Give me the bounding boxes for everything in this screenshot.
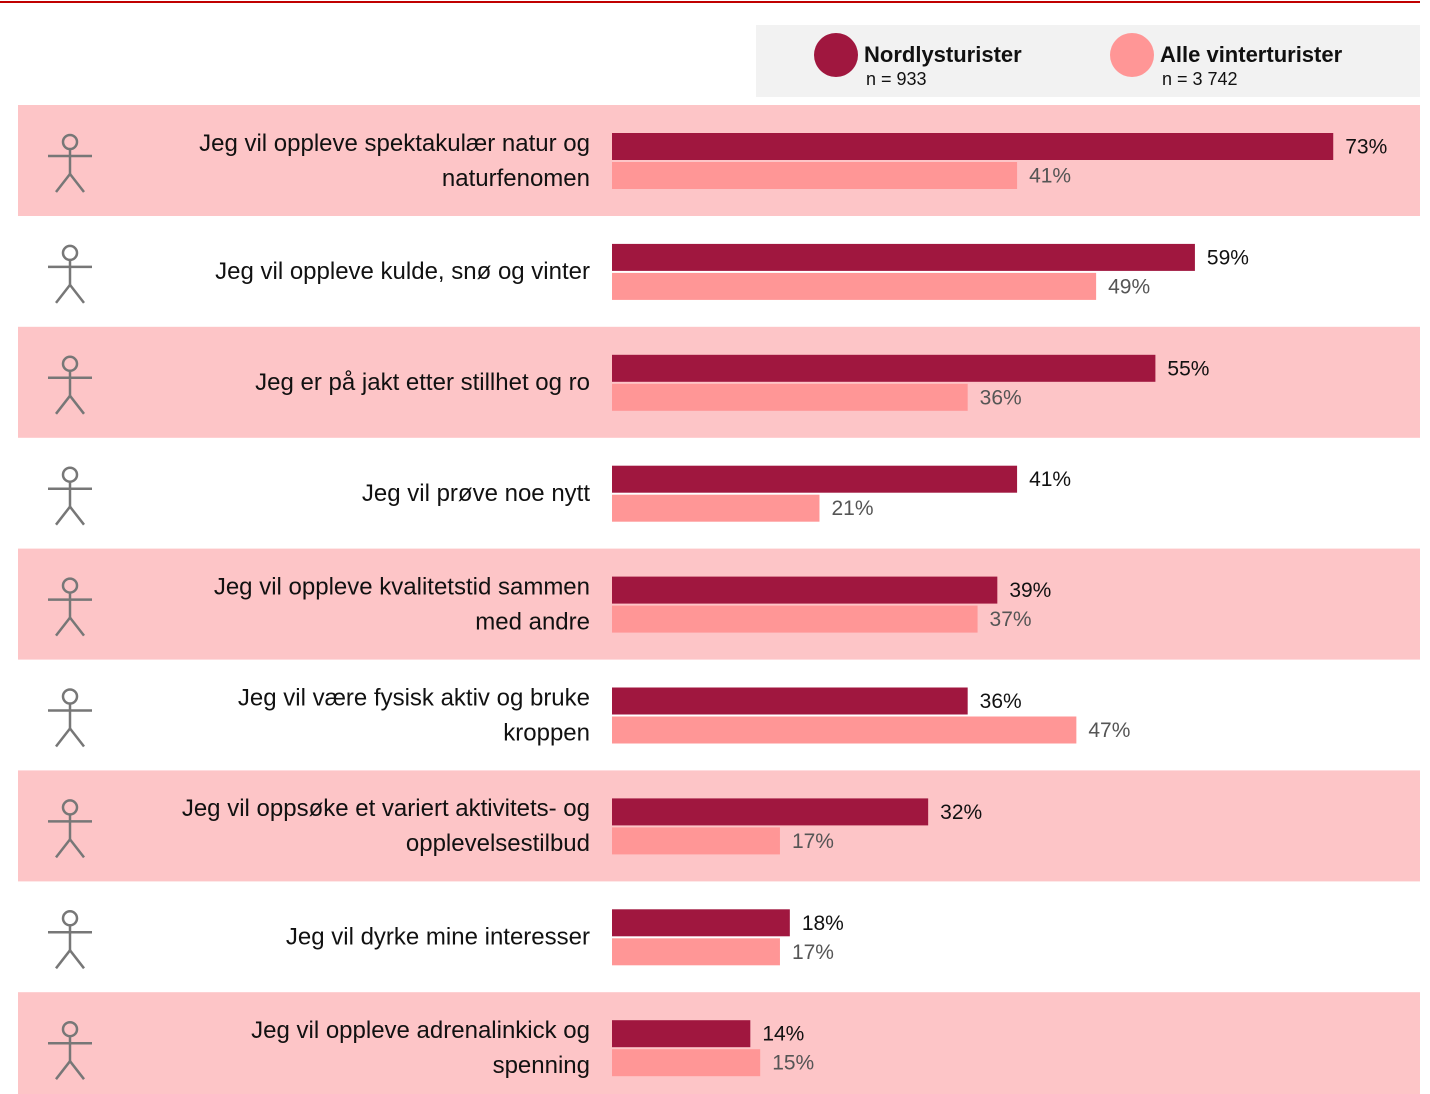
row-band: [18, 326, 1420, 438]
icon-part: [69, 395, 85, 415]
bar: [612, 1020, 751, 1048]
value-label: 17%: [792, 830, 834, 853]
icon-part: [61, 1020, 79, 1038]
value-label: 41%: [1029, 468, 1071, 491]
bar: [612, 494, 820, 522]
icon-part: [55, 505, 71, 526]
category-label: kroppen: [503, 719, 590, 746]
category-label: spenning: [493, 1052, 590, 1079]
row-icon: [48, 466, 92, 526]
category-label: Jeg vil oppleve kulde, snø og vinter: [215, 258, 590, 285]
value-label: 36%: [980, 690, 1022, 713]
category-label: Jeg vil oppleve adrenalinkick og: [251, 1017, 590, 1044]
value-label: 36%: [980, 386, 1022, 409]
value-label: 39%: [1009, 579, 1051, 602]
row-icon: [48, 577, 92, 637]
category-label: med andre: [475, 608, 590, 635]
row-band: [18, 770, 1420, 882]
icon-part: [61, 244, 79, 262]
bar: [612, 162, 1018, 189]
category-label: Jeg vil være fysisk aktiv og bruke: [238, 684, 590, 711]
row-band: [18, 105, 1420, 216]
row-icon: [48, 799, 92, 859]
row-icon: [48, 910, 92, 970]
bar: [612, 827, 780, 855]
legend-swatch: [1110, 33, 1154, 77]
icon-part: [69, 173, 85, 193]
value-label: 41%: [1029, 165, 1071, 188]
bar: [612, 716, 1077, 744]
icon-part: [69, 838, 85, 859]
icon-part: [55, 949, 71, 970]
category-label: Jeg vil oppleve kvalitetstid sammen: [214, 573, 590, 600]
icon-part: [61, 688, 79, 705]
icon-part: [55, 727, 71, 748]
icon-part: [55, 284, 71, 304]
category-label: Jeg vil oppsøke et variert aktivitets- o…: [182, 795, 590, 822]
icon-part: [61, 466, 79, 483]
value-label: 37%: [990, 608, 1032, 631]
bar: [612, 605, 978, 633]
value-label: 15%: [772, 1052, 814, 1075]
icon-part: [69, 616, 85, 637]
row-icon: [48, 133, 92, 193]
value-label: 32%: [940, 801, 982, 824]
legend-label: Nordlysturister: [864, 42, 1022, 67]
category-label: opplevelsestilbud: [406, 830, 590, 857]
icon-part: [55, 173, 71, 193]
icon-part: [55, 395, 71, 415]
value-label: 17%: [792, 941, 834, 964]
value-label: 55%: [1167, 357, 1209, 380]
icon-part: [69, 1060, 85, 1080]
bar: [612, 798, 929, 826]
icon-part: [61, 799, 79, 816]
icon-part: [55, 1060, 71, 1080]
legend-box: [756, 25, 1420, 97]
value-label: 59%: [1207, 246, 1249, 269]
legend-swatch: [814, 33, 858, 77]
row-icon: [48, 244, 92, 304]
icon-part: [69, 505, 85, 526]
bar: [612, 1049, 761, 1077]
value-label: 21%: [831, 497, 873, 520]
value-label: 14%: [762, 1023, 804, 1046]
icon-part: [61, 133, 79, 151]
icon-part: [61, 355, 79, 373]
bar: [612, 243, 1195, 271]
icon-part: [55, 838, 71, 859]
bar: [612, 465, 1018, 493]
row-icon: [48, 688, 92, 748]
bar: [612, 272, 1097, 300]
icon-part: [69, 727, 85, 748]
value-label: 73%: [1345, 136, 1387, 159]
row-band: [18, 548, 1420, 660]
category-label: Jeg vil prøve noe nytt: [362, 480, 590, 507]
value-label: 18%: [802, 912, 844, 935]
icon-part: [61, 910, 79, 927]
bar: [612, 909, 790, 937]
value-label: 49%: [1108, 275, 1150, 298]
legend-label: Alle vinterturister: [1160, 42, 1343, 67]
value-label: 47%: [1088, 719, 1130, 742]
category-label: Jeg er på jakt etter stillhet og ro: [255, 369, 590, 396]
row-icon: [48, 355, 92, 415]
bar: [612, 354, 1156, 382]
bar: [612, 133, 1334, 160]
category-label: Jeg vil dyrke mine interesser: [286, 924, 590, 951]
bar: [612, 938, 780, 966]
bar: [612, 576, 998, 604]
bar: [612, 383, 968, 411]
icon-part: [69, 284, 85, 304]
bar: [612, 687, 968, 715]
legend-n: n = 933: [866, 69, 927, 89]
category-label: Jeg vil oppleve spektakulær natur og: [199, 130, 590, 157]
row-icon: [48, 1020, 92, 1080]
icon-part: [55, 616, 71, 637]
legend-n: n = 3 742: [1162, 69, 1238, 89]
icon-part: [69, 949, 85, 970]
icon-part: [61, 577, 79, 594]
category-label: naturfenomen: [442, 165, 590, 192]
